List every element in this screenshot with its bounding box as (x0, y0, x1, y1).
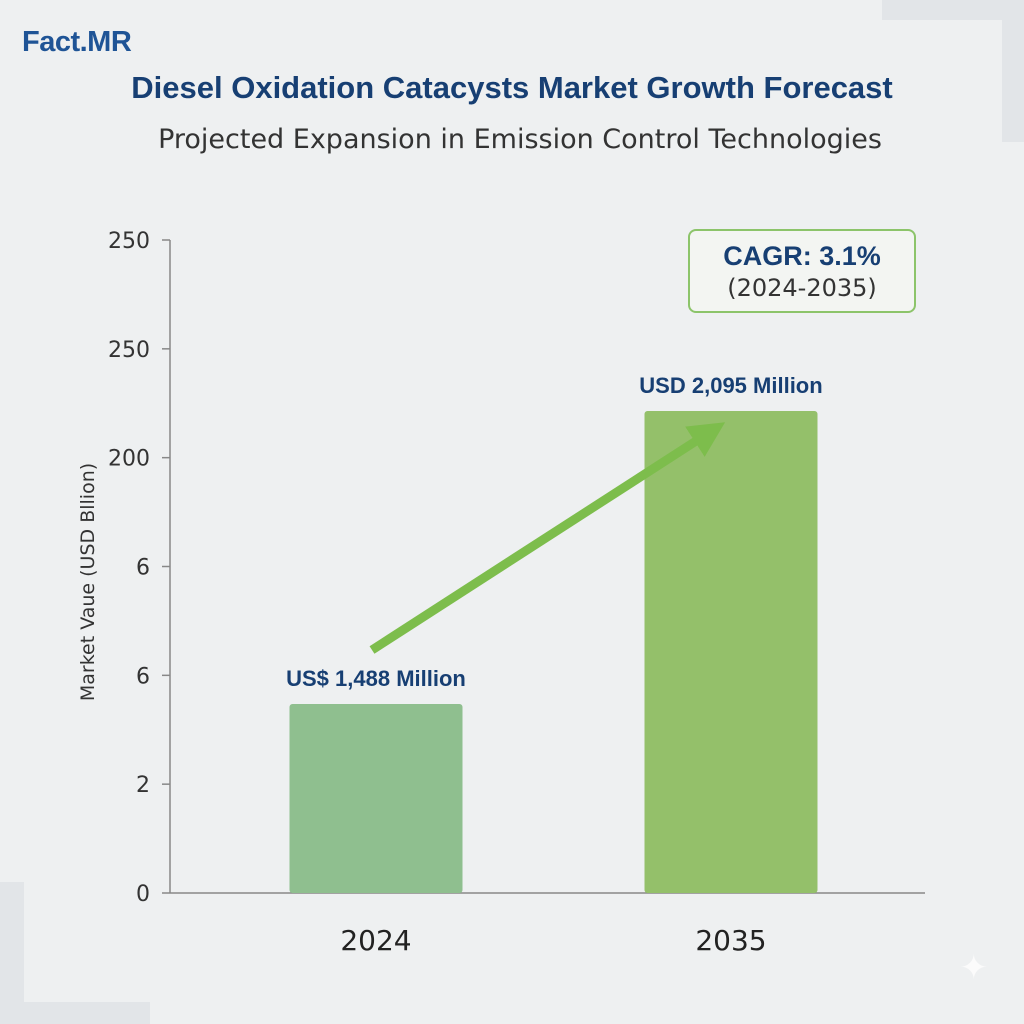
corner-decoration (0, 882, 24, 1002)
y-tick-label: 2 (136, 773, 150, 798)
y-tick-label: 250 (108, 338, 150, 363)
sparkle-icon: ✦ (959, 949, 989, 987)
chart-title: Diesel Oxidation Catacysts Market Growth… (131, 70, 893, 105)
y-tick-label: 200 (108, 447, 150, 472)
y-tick-label: 250 (108, 229, 150, 254)
brand-logo: Fact.MR (22, 26, 132, 58)
corner-decoration (882, 0, 1024, 20)
bar-2035 (644, 411, 818, 893)
y-tick-label: 6 (136, 664, 150, 689)
corner-decoration (1002, 20, 1024, 142)
y-tick-label: 0 (136, 882, 150, 907)
data-label: US$ 1,488 Million (286, 666, 466, 691)
bar-2024 (289, 704, 463, 893)
corner-decoration (0, 1002, 150, 1024)
cagr-callout: CAGR: 3.1% (2024-2035) (688, 229, 916, 313)
y-axis-label: Market Vaue (USD Bllion) (77, 463, 99, 701)
cagr-value: CAGR: 3.1% (723, 241, 881, 271)
chart-subtitle: Projected Expansion in Emission Control … (158, 124, 882, 155)
x-tick-label: 2035 (695, 924, 766, 957)
y-tick-label: 6 (136, 556, 150, 581)
cagr-period: (2024-2035) (727, 274, 877, 302)
data-label: USD 2,095 Million (639, 373, 822, 398)
growth-arrow (369, 422, 726, 654)
x-tick-label: 2024 (340, 924, 411, 957)
